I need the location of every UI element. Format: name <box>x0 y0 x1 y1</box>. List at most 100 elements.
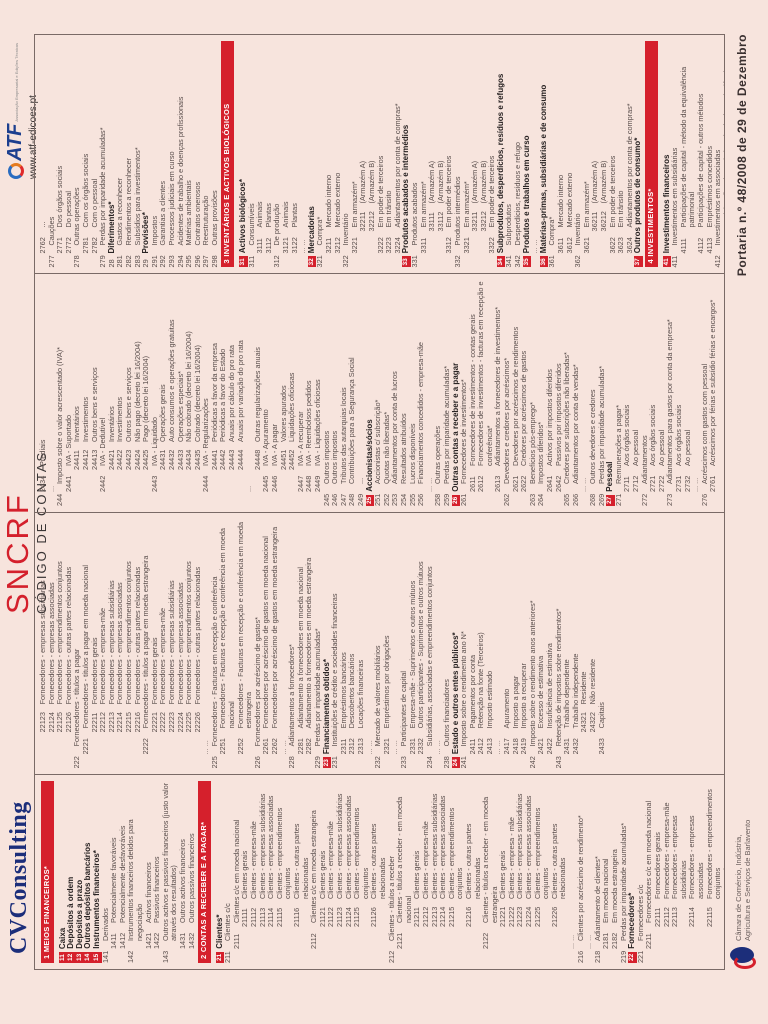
account-code: 22116 <box>721 907 724 927</box>
account-code: 2222 <box>141 738 151 755</box>
account-code-badge: 11 <box>58 952 68 963</box>
account-label: Fornecedores - empresas subsidiárias <box>670 815 688 899</box>
account-code: 21116 <box>292 907 302 927</box>
account-code: 2442 <box>98 475 108 492</box>
account-label: Contribuições para a Segurança Social <box>347 357 357 484</box>
atf-logo-text: ATF <box>4 123 26 161</box>
account-label: Participações de capital - método da equ… <box>678 66 697 228</box>
account-row: 3222 Em poder de terceiros <box>376 41 386 267</box>
account-label: Acréscimos por férias e subsídio férias … <box>708 299 718 466</box>
account-row: 22114 Fornecedores - empresas associadas <box>687 781 705 963</box>
account-label: Capitais <box>596 702 606 729</box>
account-code-badge: 12 <box>67 951 76 963</box>
account-code: 4111 <box>678 238 688 254</box>
section-header: 3 INVENTÁRIOS E ACTIVOS BIOLÓGICOS <box>221 41 235 268</box>
account-row: 2122 Clientes - títulos a receber - em mo… <box>481 781 499 963</box>
column-1: 1 MEIOS FINANCEIROS* 11 Caixa 12 Depósitos à… <box>35 774 724 969</box>
account-code: 21216 <box>463 906 473 927</box>
account-row: 244 Imposto sobre o valor acrescentado (I… <box>55 280 65 506</box>
account-row: 2431 Trabalho dependente <box>562 519 572 768</box>
account-label: Anuais por variação do pro rata <box>235 340 245 442</box>
account-row: 33211 (Armazém A) <box>470 41 480 267</box>
account-code-badge: 14 <box>84 951 93 963</box>
account-row: 3211 Mercado interno <box>324 41 334 267</box>
account-code: 2443 <box>149 475 159 492</box>
account-label: Participações de capital - método da equ… <box>721 66 724 228</box>
chamber-name-line2: Agricultura e Serviços de Barlavento <box>743 819 752 941</box>
account-row: 21216 Clientes - outras partes relacionad… <box>463 781 482 963</box>
account-row: 24444 Anuais por variação do pro rata <box>235 280 246 505</box>
account-label: Clientes - outras partes relacionadas <box>369 823 387 899</box>
account-row: 21126 Clientes - outras partes relacionad… <box>369 781 387 963</box>
account-row: 2251 Fornecedores - Facturas e recepção e… <box>218 519 236 768</box>
account-code: 22113 <box>670 907 680 927</box>
account-label: Clientes - outras partes relacionadas <box>549 823 568 899</box>
account-label: Subsidiárias, associadas e empreendiment… <box>424 566 434 747</box>
account-row: 241 Imposto sobre o rendimento ano N* <box>459 519 469 768</box>
account-row: 22116 Fornecedores - outras partes relaci… <box>721 781 724 963</box>
account-row: 3111 Animais <box>255 41 265 267</box>
page-title: SNCRF <box>0 492 35 614</box>
account-label: Outros passivos financeiros <box>186 833 196 923</box>
account-row: 256 Financiamentos concedidos - empresa-m… <box>416 280 426 506</box>
account-label: Fornecedores - empresas associadas <box>687 815 705 899</box>
account-label: Clientes - outras partes relacionadas <box>292 823 310 899</box>
account-label: Clientes - outras partes relacionadas <box>463 823 482 899</box>
account-code: 2221 <box>80 738 90 755</box>
chamber-name: Câmara de Comércio, Indústria, Agricultu… <box>734 820 752 941</box>
account-code: 21125 <box>352 907 362 927</box>
account-row: 4111 Participações de capital - método da… <box>678 41 697 267</box>
account-code: 3321 <box>461 237 471 254</box>
account-label: Adiantamentos por conta de vendas* <box>570 364 580 484</box>
account-row: 24411 Inventários <box>72 280 82 505</box>
account-label: Locações financeiras <box>355 659 365 729</box>
account-row: 21115 Clientes - empreendimentos conjunto… <box>274 781 293 963</box>
account-row: 3122 Plantas <box>290 41 300 267</box>
account-code: 4121 <box>721 237 724 254</box>
account-label: Fornecedores - outras partes relacionada… <box>721 804 724 899</box>
account-class-row: 35 Produtos e trabalhos em curso <box>522 41 532 268</box>
account-row: 21116 Clientes - outras partes relacionad… <box>292 781 310 963</box>
account-code: 3221 <box>349 237 359 254</box>
account-label: Clientes por acréscimo de rendimento* <box>575 815 585 941</box>
account-code: 3311 <box>418 237 428 254</box>
account-label: Ao pessoal <box>682 429 692 466</box>
account-row: 277 Cauções <box>47 41 57 268</box>
account-row: 361 Compra* <box>547 41 557 268</box>
account-label: Instrumentos financeiros detidos para ne… <box>126 819 144 941</box>
account-label: Não residente <box>588 658 597 705</box>
account-label: Animais <box>255 201 265 228</box>
account-label: Animais <box>281 201 291 228</box>
account-row: 22226 Fornecedores - outras partes relaci… <box>193 519 203 768</box>
account-row: 24425 Pago (decreto lei 16/2004) <box>141 280 151 505</box>
account-label: Clientes - empreendimentos conjuntos <box>352 807 370 899</box>
account-row: 362 Inventário <box>573 41 583 267</box>
account-row: 2445 IVA - Apuramento <box>261 280 271 505</box>
account-row: 2313 Locações financeiras <box>355 519 366 768</box>
account-row: 2121 Clientes - títulos a receber - em mo… <box>395 781 413 963</box>
account-row: 142 Instrumentos financeiros detidos para… <box>126 781 144 963</box>
account-row: 3121 Animais <box>281 41 291 267</box>
account-label: Fornecedores - empreendimentos conjuntos <box>704 789 723 899</box>
account-row: 2413 Imposto estimado <box>485 519 495 768</box>
account-row: 2711 Aos órgãos sociais <box>622 280 632 505</box>
account-row: 33212 (Armazém B) <box>479 41 489 267</box>
account-row: 21226 Clientes - outras partes relacionad… <box>549 781 568 963</box>
account-row: 3621 Em armazém* <box>581 41 592 267</box>
account-code: 3621 <box>581 237 591 254</box>
account-code: 21115 <box>274 907 284 927</box>
account-row: 3321 Em armazém* <box>461 41 472 267</box>
account-label: Outros activos e passivos financeiros (j… <box>160 782 179 941</box>
account-code: 21126 <box>369 907 379 927</box>
account-code: 298 <box>209 255 219 268</box>
account-label: Clientes - empreendimentos conjuntos <box>532 807 551 899</box>
account-code: 2211 <box>644 933 654 949</box>
account-code: 22115 <box>704 907 714 927</box>
section-header: 2 CONTAS A RECEBER E A PAGAR* <box>198 781 211 963</box>
account-row: 2433 Capitais <box>596 519 607 768</box>
account-code: 21225 <box>532 906 542 927</box>
account-row: 3311 Em armazém* <box>418 41 429 267</box>
accounts-table-frame: 1 MEIOS FINANCEIROS* 11 Caixa 12 Depósitos à… <box>34 34 725 970</box>
account-row: 24322 Não residente <box>588 519 598 768</box>
atf-tagline: Associação Empresarial e Edições Técnica… <box>14 42 19 122</box>
